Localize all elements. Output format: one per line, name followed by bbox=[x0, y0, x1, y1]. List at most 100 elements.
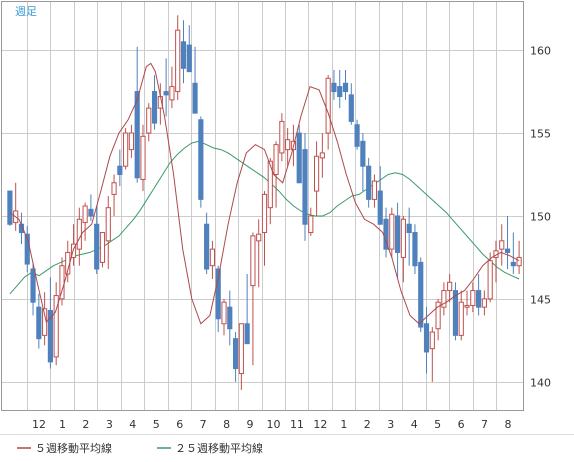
candle-body bbox=[400, 218, 406, 258]
candle-body bbox=[412, 232, 418, 267]
x-tick-label: 9 bbox=[247, 418, 254, 431]
candle-body bbox=[354, 124, 360, 147]
candle-body bbox=[76, 218, 82, 250]
candle-body bbox=[279, 120, 285, 154]
candle-body bbox=[128, 132, 134, 151]
candle-body bbox=[418, 261, 424, 328]
candle-body bbox=[250, 235, 256, 287]
candle-body bbox=[308, 215, 314, 234]
candle-body bbox=[470, 290, 476, 307]
candle-body bbox=[24, 233, 30, 265]
candle-body bbox=[215, 268, 221, 320]
candle-body bbox=[273, 144, 279, 175]
x-tick-label: 7 bbox=[200, 418, 207, 431]
candle-body bbox=[47, 309, 53, 363]
candle-body bbox=[117, 165, 123, 175]
candle-body bbox=[348, 94, 354, 122]
x-tick-label: 2 bbox=[364, 418, 371, 431]
x-tick-label: 5 bbox=[434, 418, 441, 431]
candle-body bbox=[238, 323, 244, 375]
candle-body bbox=[175, 29, 181, 93]
period-label: 週足 bbox=[15, 5, 37, 18]
candle-body bbox=[487, 260, 493, 300]
candle-body bbox=[360, 140, 366, 167]
candle-body bbox=[447, 281, 453, 292]
x-tick-label: 3 bbox=[387, 418, 394, 431]
candle-body bbox=[337, 86, 343, 98]
candle-body bbox=[302, 149, 308, 225]
ma5-line bbox=[9, 62, 520, 325]
candle-body bbox=[140, 135, 146, 180]
x-tick-label: 1 bbox=[340, 418, 347, 431]
candle-body bbox=[163, 91, 169, 96]
candle-body bbox=[452, 290, 459, 336]
candle-body bbox=[429, 331, 435, 350]
x-tick-label: 12 bbox=[313, 418, 327, 431]
candle-body bbox=[499, 240, 505, 250]
candle-body bbox=[180, 41, 187, 69]
x-tick-label: 8 bbox=[223, 418, 230, 431]
candle-body bbox=[82, 205, 88, 224]
candles-layer bbox=[7, 15, 522, 391]
candle-body bbox=[94, 223, 100, 270]
x-tick-label: 2 bbox=[82, 418, 89, 431]
x-tick-label: 6 bbox=[458, 418, 465, 431]
candle-body bbox=[134, 91, 140, 179]
candle-body bbox=[209, 248, 216, 267]
candle-body bbox=[510, 261, 516, 267]
candle-body bbox=[395, 215, 401, 253]
candle-body bbox=[331, 82, 337, 93]
candle-body bbox=[389, 213, 395, 250]
candle-body bbox=[261, 193, 268, 234]
candle-body bbox=[383, 218, 389, 250]
candle-body bbox=[244, 323, 250, 345]
candle-body bbox=[30, 268, 36, 303]
candle-body bbox=[7, 190, 13, 225]
candle-body bbox=[366, 165, 372, 200]
x-tick-label: 4 bbox=[411, 418, 418, 431]
candle-body bbox=[36, 306, 42, 340]
candle-body bbox=[221, 301, 227, 325]
candle-body bbox=[53, 295, 59, 358]
candle-body bbox=[504, 248, 511, 253]
candle-body bbox=[186, 44, 192, 73]
candle-body bbox=[342, 82, 349, 93]
ma5-layer bbox=[9, 62, 520, 325]
x-tick-label: 3 bbox=[106, 418, 113, 431]
legend-label: ２５週移動平均線 bbox=[175, 441, 263, 455]
x-tick-label: 7 bbox=[481, 418, 488, 431]
candle-body bbox=[516, 256, 522, 267]
y-tick-label: 155 bbox=[530, 128, 551, 141]
candle-body bbox=[464, 305, 470, 308]
candle-body bbox=[476, 290, 482, 308]
y-tick-label: 150 bbox=[530, 211, 551, 224]
candle-body bbox=[406, 223, 412, 234]
candle-body bbox=[198, 119, 204, 200]
candle-body bbox=[296, 132, 302, 184]
candle-body bbox=[313, 155, 320, 192]
candle-body bbox=[285, 139, 291, 151]
y-tick-label: 160 bbox=[530, 45, 551, 58]
candle-body bbox=[371, 180, 378, 200]
candle-body bbox=[377, 190, 383, 225]
grid bbox=[2, 2, 523, 410]
x-tick-label: 11 bbox=[290, 418, 304, 431]
x-tick-label: 8 bbox=[505, 418, 512, 431]
x-axis-labels: 12 1 2 3 4 5 6 7 8 9 10 11 12 1 2 3 4 5 6 7 8 bbox=[32, 418, 512, 431]
legend: ５週移動平均線 ２５週移動平均線 bbox=[17, 441, 263, 455]
candle-body bbox=[435, 301, 441, 330]
candle-body bbox=[204, 223, 210, 270]
x-tick-label: 6 bbox=[176, 418, 183, 431]
candle-body bbox=[319, 152, 325, 159]
candle-body bbox=[232, 338, 239, 370]
candle-body bbox=[441, 290, 447, 308]
candle-body bbox=[227, 306, 233, 330]
x-tick-label: 10 bbox=[267, 418, 281, 431]
candle-body bbox=[169, 86, 175, 101]
candle-body bbox=[151, 91, 158, 124]
y-axis-labels: 140 145 150 155 160 bbox=[530, 45, 551, 390]
candle-body bbox=[99, 232, 106, 263]
x-tick-label: 5 bbox=[153, 418, 160, 431]
